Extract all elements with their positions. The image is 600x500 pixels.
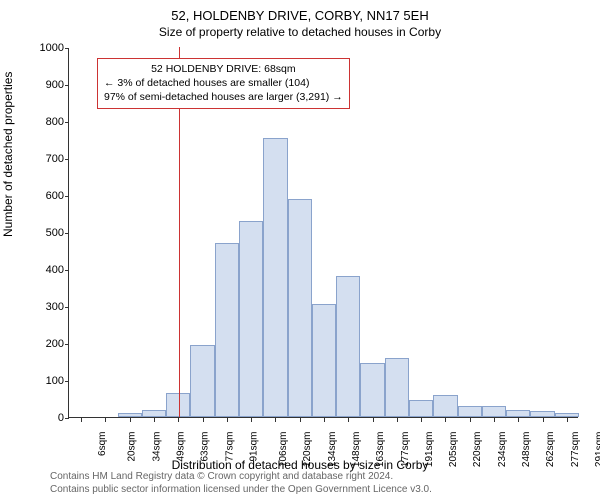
x-tick-label: 77sqm	[224, 432, 235, 462]
annotation-line2: ← 3% of detached houses are smaller (104…	[104, 76, 343, 90]
y-tick-label: 900	[24, 79, 64, 91]
histogram-bar	[555, 413, 579, 417]
y-tick-label: 600	[24, 190, 64, 202]
y-tick-label: 200	[24, 338, 64, 350]
x-tick-mark	[324, 418, 325, 422]
x-tick-mark	[275, 418, 276, 422]
chart-subtitle: Size of property relative to detached ho…	[0, 23, 600, 43]
chart-title: 52, HOLDENBY DRIVE, CORBY, NN17 5EH	[0, 0, 600, 23]
histogram-bar	[385, 358, 409, 417]
histogram-bar	[458, 406, 482, 417]
y-tick-mark	[65, 85, 69, 86]
histogram-bar	[409, 400, 433, 417]
x-tick-label: 6sqm	[97, 432, 108, 456]
y-tick-mark	[65, 418, 69, 419]
histogram-bar	[336, 276, 360, 417]
y-tick-mark	[65, 196, 69, 197]
x-tick-mark	[130, 418, 131, 422]
y-tick-label: 0	[24, 412, 64, 424]
histogram-bar	[215, 243, 239, 417]
y-tick-label: 100	[24, 375, 64, 387]
x-tick-mark	[518, 418, 519, 422]
annotation-line1: 52 HOLDENBY DRIVE: 68sqm	[104, 62, 343, 76]
x-tick-label: 20sqm	[127, 432, 138, 462]
x-tick-label: 63sqm	[200, 432, 211, 462]
y-tick-mark	[65, 122, 69, 123]
y-tick-label: 400	[24, 264, 64, 276]
footer-line1: Contains HM Land Registry data © Crown c…	[50, 470, 590, 483]
histogram-bar	[288, 199, 312, 417]
y-tick-mark	[65, 270, 69, 271]
y-tick-label: 700	[24, 153, 64, 165]
y-tick-label: 500	[24, 227, 64, 239]
annotation-line3: 97% of semi-detached houses are larger (…	[104, 90, 343, 104]
x-tick-mark	[543, 418, 544, 422]
x-tick-mark	[567, 418, 568, 422]
y-tick-mark	[65, 233, 69, 234]
x-tick-mark	[105, 418, 106, 422]
histogram-bar	[506, 410, 530, 417]
x-tick-mark	[178, 418, 179, 422]
y-tick-mark	[65, 307, 69, 308]
histogram-bar	[239, 221, 263, 417]
x-tick-mark	[397, 418, 398, 422]
histogram-bar	[433, 395, 457, 417]
y-tick-mark	[65, 48, 69, 49]
x-tick-mark	[421, 418, 422, 422]
chart-container: 52, HOLDENBY DRIVE, CORBY, NN17 5EH Size…	[0, 0, 600, 500]
footer-attribution: Contains HM Land Registry data © Crown c…	[50, 470, 590, 496]
x-tick-mark	[470, 418, 471, 422]
x-tick-label: 34sqm	[151, 432, 162, 462]
histogram-bar	[118, 413, 142, 417]
histogram-bar	[482, 406, 506, 417]
x-tick-mark	[494, 418, 495, 422]
chart-area: 6sqm20sqm34sqm49sqm63sqm77sqm91sqm106sqm…	[68, 48, 578, 418]
x-tick-mark	[81, 418, 82, 422]
x-tick-mark	[251, 418, 252, 422]
y-tick-mark	[65, 381, 69, 382]
y-tick-mark	[65, 344, 69, 345]
x-tick-mark	[203, 418, 204, 422]
y-axis-label: Number of detached properties	[1, 72, 15, 237]
x-tick-mark	[445, 418, 446, 422]
x-tick-label: 49sqm	[176, 432, 187, 462]
histogram-bar	[360, 363, 384, 417]
annotation-box: 52 HOLDENBY DRIVE: 68sqm← 3% of detached…	[97, 58, 350, 109]
footer-line2: Contains public sector information licen…	[50, 483, 590, 496]
y-tick-label: 1000	[24, 42, 64, 54]
histogram-bar	[263, 138, 287, 417]
x-tick-mark	[154, 418, 155, 422]
plot-region: 6sqm20sqm34sqm49sqm63sqm77sqm91sqm106sqm…	[68, 48, 578, 418]
y-tick-label: 300	[24, 301, 64, 313]
histogram-bar	[312, 304, 336, 417]
histogram-bar	[142, 410, 166, 417]
x-tick-mark	[348, 418, 349, 422]
histogram-bar	[190, 345, 214, 417]
x-tick-label: 91sqm	[248, 432, 259, 462]
y-tick-mark	[65, 159, 69, 160]
x-tick-mark	[227, 418, 228, 422]
y-tick-label: 800	[24, 116, 64, 128]
histogram-bar	[530, 411, 554, 417]
x-tick-mark	[373, 418, 374, 422]
x-tick-mark	[300, 418, 301, 422]
